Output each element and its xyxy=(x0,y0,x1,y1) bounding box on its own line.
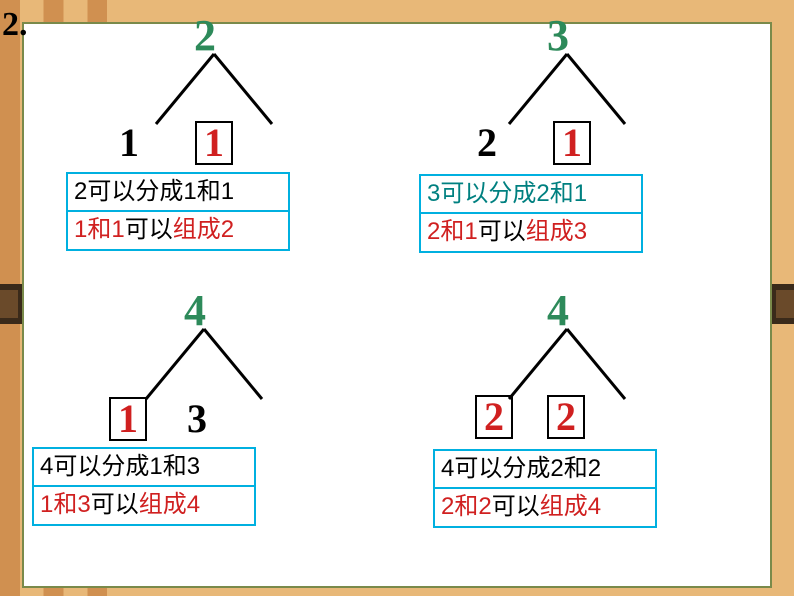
boxed-number: 1 xyxy=(553,121,591,165)
statement-row: 3可以分成2和1 xyxy=(421,176,641,212)
cell-2: 4 134可以分成1和31和3可以组成4 xyxy=(24,305,397,586)
boxed-number: 2 xyxy=(475,395,513,439)
diagram-grid: 2 112可以分成1和11和1可以组成2 3 213可以分成2和12和1可以组成… xyxy=(24,24,770,586)
statement-row: 1和3可以组成4 xyxy=(34,485,254,523)
statement-row: 2和1可以组成3 xyxy=(421,212,641,250)
statement-row: 4可以分成2和2 xyxy=(435,451,655,487)
number-pair: 21 xyxy=(477,119,591,166)
whiteboard: 2 112可以分成1和11和1可以组成2 3 213可以分成2和12和1可以组成… xyxy=(22,22,772,588)
branch-lines xyxy=(144,329,264,399)
number-pair: 13 xyxy=(109,395,207,442)
branch-lines xyxy=(154,54,274,124)
branch-lines xyxy=(507,54,627,124)
statement-row: 1和1可以组成2 xyxy=(68,210,288,248)
cell-0: 2 112可以分成1和11和1可以组成2 xyxy=(24,24,397,305)
statement-box: 4可以分成2和22和2可以组成4 xyxy=(433,449,657,528)
plain-number: 1 xyxy=(119,119,139,166)
cell-3: 4 224可以分成2和22和2可以组成4 xyxy=(397,305,770,586)
number-pair: 11 xyxy=(119,119,233,166)
statement-row: 2可以分成1和1 xyxy=(68,174,288,210)
question-number: 2. xyxy=(2,6,28,44)
boxed-number: 1 xyxy=(109,397,147,441)
branch-lines xyxy=(507,329,627,399)
statement-row: 4可以分成1和3 xyxy=(34,449,254,485)
statement-box: 4可以分成1和31和3可以组成4 xyxy=(32,447,256,526)
boxed-number: 1 xyxy=(195,121,233,165)
statement-box: 3可以分成2和12和1可以组成3 xyxy=(419,174,643,253)
number-pair: 22 xyxy=(475,395,585,439)
boxed-number: 2 xyxy=(547,395,585,439)
statement-box: 2可以分成1和11和1可以组成2 xyxy=(66,172,290,251)
cell-1: 3 213可以分成2和12和1可以组成3 xyxy=(397,24,770,305)
plain-number: 3 xyxy=(187,395,207,442)
statement-row: 2和2可以组成4 xyxy=(435,487,655,525)
plain-number: 2 xyxy=(477,119,497,166)
